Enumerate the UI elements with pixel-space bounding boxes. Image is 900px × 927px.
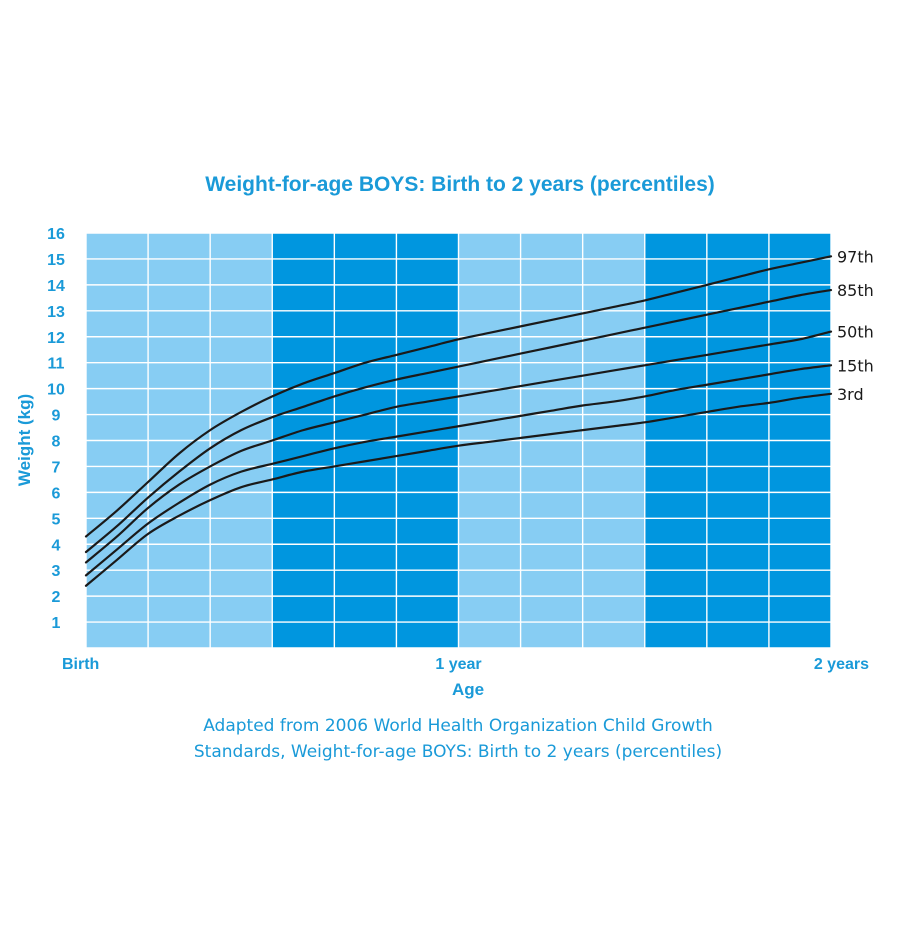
series-label-3rd: 3rd	[837, 385, 864, 404]
series-line-3rd	[84, 392, 833, 587]
y-tick-label: 8	[52, 434, 61, 451]
y-tick-label: 5	[52, 511, 61, 528]
caption-line-2: Standards, Weight-for-age BOYS: Birth to…	[194, 742, 722, 762]
chart-title: Weight-for-age BOYS: Birth to 2 years (p…	[205, 173, 715, 196]
y-tick-label: 11	[48, 356, 65, 373]
y-tick-label: 6	[52, 485, 61, 502]
y-tick-label: 4	[52, 537, 61, 554]
x-tick-labels: Birth 1 year 2 years	[62, 656, 869, 673]
y-tick-label: 9	[52, 408, 61, 425]
caption-line-1: Adapted from 2006 World Health Organizat…	[203, 716, 713, 736]
y-tick-label: 2	[52, 589, 61, 606]
series-labels: 3rd 15th 50th 85th 97th	[837, 247, 874, 403]
y-axis-label: Weight (kg)	[15, 394, 34, 486]
series-label-85th: 85th	[837, 281, 874, 300]
y-tick-label: 14	[47, 278, 65, 295]
series-line-50th	[84, 330, 833, 564]
series-label-97th: 97th	[837, 247, 874, 266]
y-tick-label: 1	[52, 615, 61, 632]
series-line-15th	[84, 364, 833, 577]
series-line-97th	[84, 255, 833, 538]
y-tick-label: 3	[52, 563, 61, 580]
y-tick-label: 13	[47, 304, 65, 321]
series-label-50th: 50th	[837, 323, 874, 342]
x-tick-label: 2 years	[814, 656, 869, 673]
x-tick-label: 1 year	[435, 656, 481, 673]
x-tick-label: Birth	[62, 656, 99, 673]
x-axis-label: Age	[452, 680, 484, 699]
series-line-85th	[84, 288, 833, 554]
grid-lines	[85, 232, 832, 649]
y-tick-label: 15	[47, 252, 65, 269]
series-lines	[84, 255, 833, 587]
series-label-15th: 15th	[837, 356, 874, 375]
y-tick-label: 16	[47, 226, 65, 243]
y-tick-label: 10	[47, 382, 65, 399]
y-tick-label: 7	[52, 459, 61, 476]
y-tick-label: 12	[47, 330, 65, 347]
